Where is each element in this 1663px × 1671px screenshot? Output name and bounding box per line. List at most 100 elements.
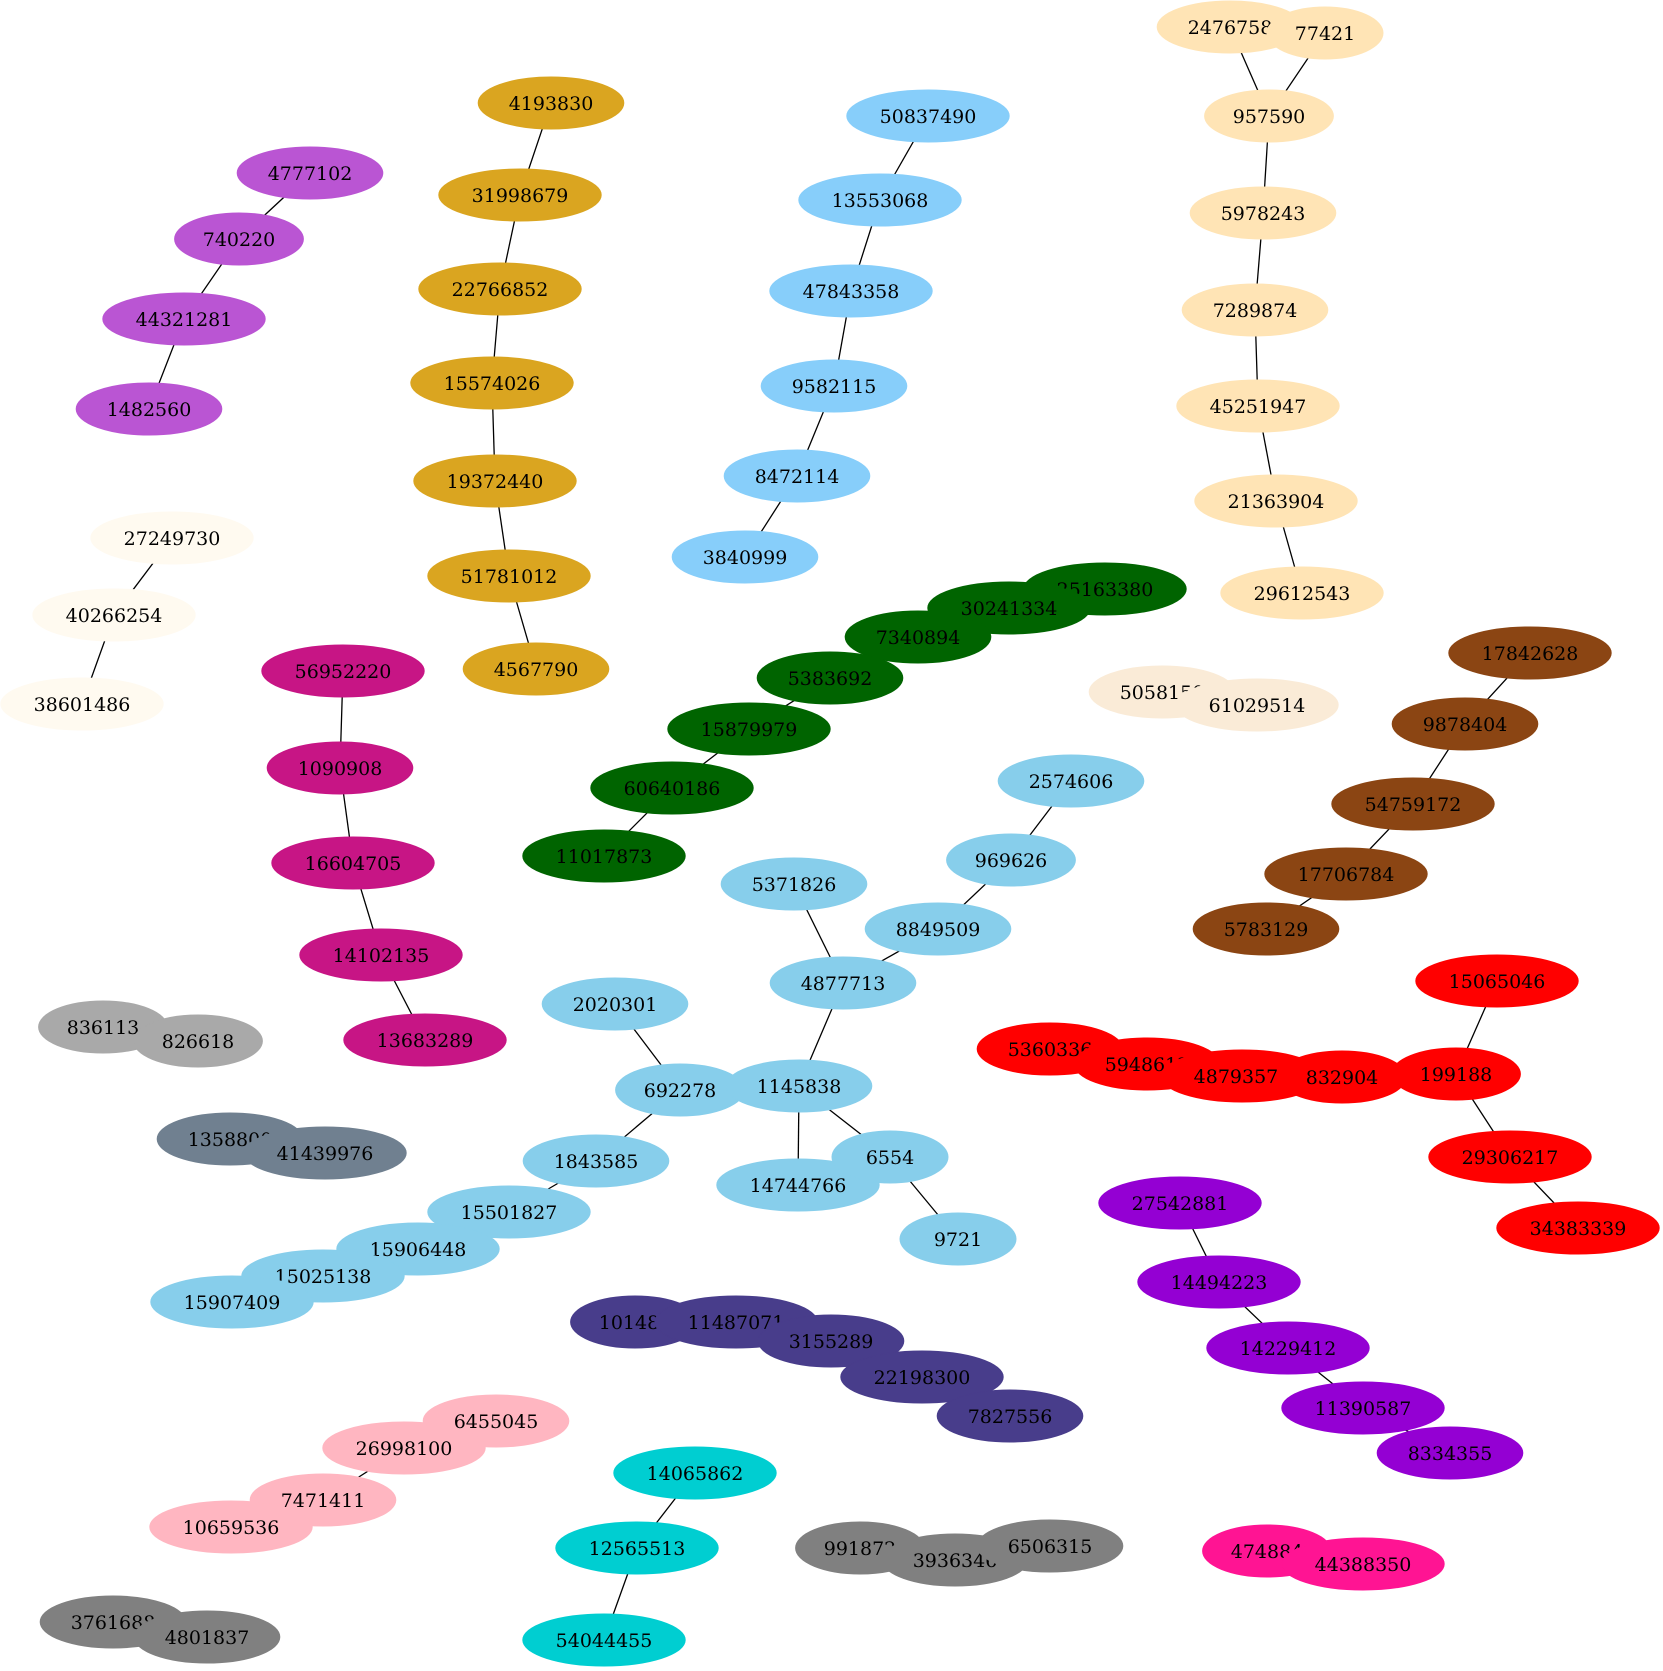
node-12565513[interactable]: 12565513: [555, 1521, 719, 1575]
node-60640186[interactable]: 60640186: [590, 761, 754, 815]
node-2020301[interactable]: 2020301: [541, 977, 689, 1031]
node-16604705[interactable]: 16604705: [271, 836, 435, 890]
node-6506315[interactable]: 6506315: [976, 1519, 1124, 1573]
node-9721[interactable]: 9721: [899, 1212, 1017, 1266]
node-11017873[interactable]: 11017873: [522, 829, 686, 883]
node-5978243[interactable]: 5978243: [1189, 186, 1337, 240]
node-969626[interactable]: 969626: [946, 833, 1076, 887]
node-ellipse: [1206, 1321, 1370, 1375]
node-957590[interactable]: 957590: [1204, 89, 1334, 143]
node-40266254[interactable]: 40266254: [32, 588, 196, 642]
node-15501827[interactable]: 15501827: [427, 1185, 591, 1239]
node-label: 30241334: [961, 598, 1058, 620]
node-27249730[interactable]: 27249730: [90, 511, 254, 565]
node-41439976[interactable]: 41439976: [243, 1126, 407, 1180]
node-label: 14102135: [333, 945, 430, 967]
node-832904[interactable]: 832904: [1277, 1050, 1407, 1104]
node-13683289[interactable]: 13683289: [343, 1013, 507, 1067]
node-22766852[interactable]: 22766852: [418, 262, 582, 316]
node-label: 77421: [1295, 23, 1355, 45]
node-5371826[interactable]: 5371826: [720, 857, 868, 911]
node-7827556[interactable]: 7827556: [936, 1389, 1084, 1443]
node-label: 5978243: [1221, 203, 1306, 225]
node-label: 4777102: [268, 163, 353, 185]
node-1090908[interactable]: 1090908: [266, 741, 414, 795]
node-4801837[interactable]: 4801837: [133, 1610, 281, 1664]
node-label: 44388350: [1315, 1554, 1412, 1576]
node-ellipse: [133, 1610, 281, 1664]
node-9878404[interactable]: 9878404: [1391, 697, 1539, 751]
node-31998679[interactable]: 31998679: [438, 168, 602, 222]
node-ellipse: [410, 356, 574, 410]
node-44388350[interactable]: 44388350: [1281, 1537, 1445, 1591]
node-14744766[interactable]: 14744766: [716, 1158, 880, 1212]
node-44321281[interactable]: 44321281: [102, 292, 266, 346]
node-1843585[interactable]: 1843585: [522, 1134, 670, 1188]
node-10659536[interactable]: 10659536: [149, 1500, 313, 1554]
node-4877713[interactable]: 4877713: [769, 956, 917, 1010]
node-ellipse: [1281, 1537, 1445, 1591]
node-14102135[interactable]: 14102135: [299, 928, 463, 982]
node-2574606[interactable]: 2574606: [997, 754, 1145, 808]
node-4777102[interactable]: 4777102: [236, 146, 384, 200]
node-label: 8472114: [755, 466, 840, 488]
node-14494223[interactable]: 14494223: [1137, 1255, 1301, 1309]
node-199188[interactable]: 199188: [1391, 1047, 1521, 1101]
node-5783129[interactable]: 5783129: [1192, 902, 1340, 956]
node-2476758[interactable]: 2476758: [1156, 0, 1304, 54]
node-11390587[interactable]: 11390587: [1281, 1381, 1445, 1435]
node-ellipse: [1137, 1255, 1301, 1309]
node-51781012[interactable]: 51781012: [427, 549, 591, 603]
node-4567790[interactable]: 4567790: [462, 642, 610, 696]
node-27542881[interactable]: 27542881: [1098, 1176, 1262, 1230]
node-45251947[interactable]: 45251947: [1176, 379, 1340, 433]
node-14229412[interactable]: 14229412: [1206, 1321, 1370, 1375]
node-22198300[interactable]: 22198300: [840, 1350, 1004, 1404]
node-ellipse: [243, 1126, 407, 1180]
node-3840999[interactable]: 3840999: [671, 530, 819, 584]
node-1482560[interactable]: 1482560: [75, 382, 223, 436]
node-17842628[interactable]: 17842628: [1448, 626, 1612, 680]
node-54759172[interactable]: 54759172: [1331, 777, 1495, 831]
node-ellipse: [427, 549, 591, 603]
node-9582115[interactable]: 9582115: [760, 359, 908, 413]
node-740220[interactable]: 740220: [174, 212, 304, 266]
node-47843358[interactable]: 47843358: [769, 264, 933, 318]
node-3155289[interactable]: 3155289: [757, 1314, 905, 1368]
node-label: 15025138: [275, 1266, 372, 1288]
node-8334355[interactable]: 8334355: [1376, 1426, 1524, 1480]
node-26998100[interactable]: 26998100: [322, 1421, 486, 1475]
node-54044455[interactable]: 54044455: [522, 1613, 686, 1667]
node-7289874[interactable]: 7289874: [1181, 283, 1329, 337]
node-15574026[interactable]: 15574026: [410, 356, 574, 410]
node-7340894[interactable]: 7340894: [844, 610, 992, 664]
node-34383339[interactable]: 34383339: [1496, 1201, 1660, 1255]
node-8849509[interactable]: 8849509: [864, 902, 1012, 956]
node-ellipse: [266, 741, 414, 795]
node-61029514[interactable]: 61029514: [1175, 678, 1339, 732]
node-50837490[interactable]: 50837490: [846, 89, 1010, 143]
node-14065862[interactable]: 14065862: [613, 1446, 777, 1500]
node-77421[interactable]: 77421: [1266, 6, 1384, 60]
node-17706784[interactable]: 17706784: [1264, 847, 1428, 901]
node-5383692[interactable]: 5383692: [756, 651, 904, 705]
node-1145838[interactable]: 1145838: [725, 1059, 873, 1113]
node-19372440[interactable]: 19372440: [413, 454, 577, 508]
node-21363904[interactable]: 21363904: [1194, 474, 1358, 528]
node-15065046[interactable]: 15065046: [1415, 954, 1579, 1008]
node-label: 991872: [824, 1538, 897, 1560]
node-13553068[interactable]: 13553068: [798, 173, 962, 227]
node-38601486[interactable]: 38601486: [0, 677, 164, 731]
node-826618[interactable]: 826618: [133, 1014, 263, 1068]
node-29306217[interactable]: 29306217: [1428, 1130, 1592, 1184]
node-8472114[interactable]: 8472114: [723, 449, 871, 503]
node-692278[interactable]: 692278: [615, 1063, 745, 1117]
node-4193830[interactable]: 4193830: [477, 76, 625, 130]
node-6554[interactable]: 6554: [831, 1130, 949, 1184]
node-56952220[interactable]: 56952220: [261, 644, 425, 698]
node-ellipse: [1448, 626, 1612, 680]
node-label: 14229412: [1240, 1338, 1337, 1360]
node-29612543[interactable]: 29612543: [1220, 566, 1384, 620]
node-15907409[interactable]: 15907409: [150, 1275, 314, 1329]
node-15879979[interactable]: 15879979: [667, 702, 831, 756]
